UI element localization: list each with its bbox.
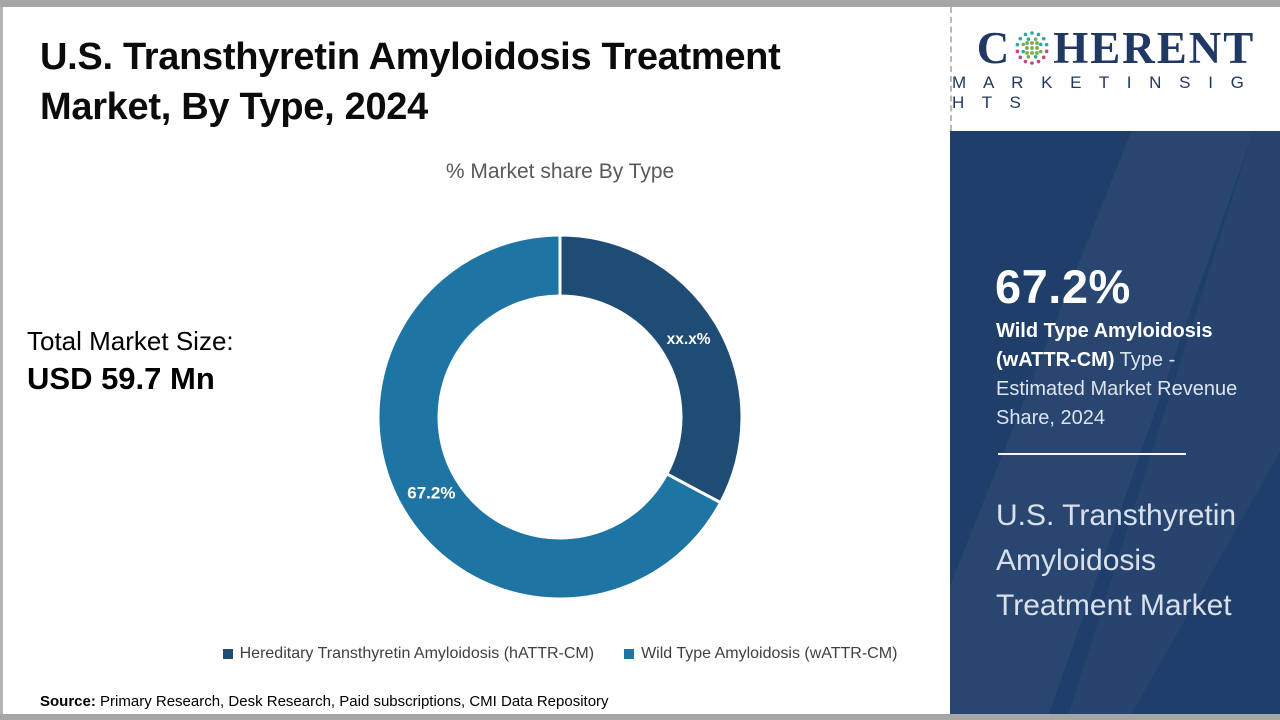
highlight-stat-bold: Wild Type Amyloidosis (wATTR-CM) <box>996 320 1213 371</box>
sidebar-divider <box>998 453 1186 455</box>
source-text: Primary Research, Desk Research, Paid su… <box>95 693 609 710</box>
globe-icon <box>1015 31 1049 65</box>
chart-legend: Hereditary Transthyretin Amyloidosis (hA… <box>160 645 960 663</box>
legend-marker <box>222 649 233 659</box>
legend-label: Wild Type Amyloidosis (wATTR-CM) <box>641 645 898 662</box>
legend-marker <box>624 649 635 659</box>
slice-value-label: xx.x% <box>667 331 711 348</box>
frame-left-border <box>0 7 3 714</box>
highlight-stat-rest: Type - Estimated Market Revenue Share, 2… <box>996 349 1238 429</box>
brand-logo: C HERENT M A R K E T I N S I G H T S <box>950 7 1280 131</box>
page-title: U.S. Transthyretin Amyloidosis Treatment… <box>40 32 781 132</box>
donut-slice-hattr <box>558 233 744 505</box>
source-note: Source: Primary Research, Desk Research,… <box>40 693 609 710</box>
highlight-stat-value: 67.2% <box>995 260 1131 313</box>
page-title-line1: U.S. Transthyretin Amyloidosis Treatment <box>40 36 781 78</box>
total-market-size-label: Total Market Size: <box>27 326 234 356</box>
total-market-size-value: USD 59.7 Mn <box>27 361 215 396</box>
page-title-line2: Market, By Type, 2024 <box>40 86 428 128</box>
brand-logo-wordmark: C HERENT <box>977 25 1256 71</box>
brand-logo-suffix: HERENT <box>1053 23 1256 73</box>
legend-item-hattr: Hereditary Transthyretin Amyloidosis (hA… <box>222 645 595 663</box>
total-market-size: Total Market Size: USD 59.7 Mn <box>27 323 234 399</box>
donut-slice-wattr <box>376 233 723 601</box>
source-label: Source: <box>40 693 96 710</box>
chart-subtitle: % Market share By Type <box>445 160 675 183</box>
highlight-stat-description: Wild Type Amyloidosis (wATTR-CM) Type - … <box>996 317 1248 433</box>
legend-label: Hereditary Transthyretin Amyloidosis (hA… <box>239 645 595 662</box>
frame-top-border <box>0 0 1280 7</box>
sidebar-market-name: U.S. Transthyretin Amyloidosis Treatment… <box>996 499 1237 622</box>
slice-value-label: 67.2% <box>407 484 455 503</box>
legend-item-wattr: Wild Type Amyloidosis (wATTR-CM) <box>624 645 897 663</box>
brand-logo-tagline: M A R K E T I N S I G H T S <box>952 73 1251 112</box>
highlight-sidebar: 67.2% Wild Type Amyloidosis (wATTR-CM) T… <box>950 131 1280 714</box>
donut-chart: xx.x% 67.2% <box>350 207 770 627</box>
donut-chart-svg: xx.x% 67.2% <box>376 233 744 601</box>
brand-logo-prefix: C <box>976 23 1012 73</box>
frame-bottom-border <box>0 714 1280 720</box>
